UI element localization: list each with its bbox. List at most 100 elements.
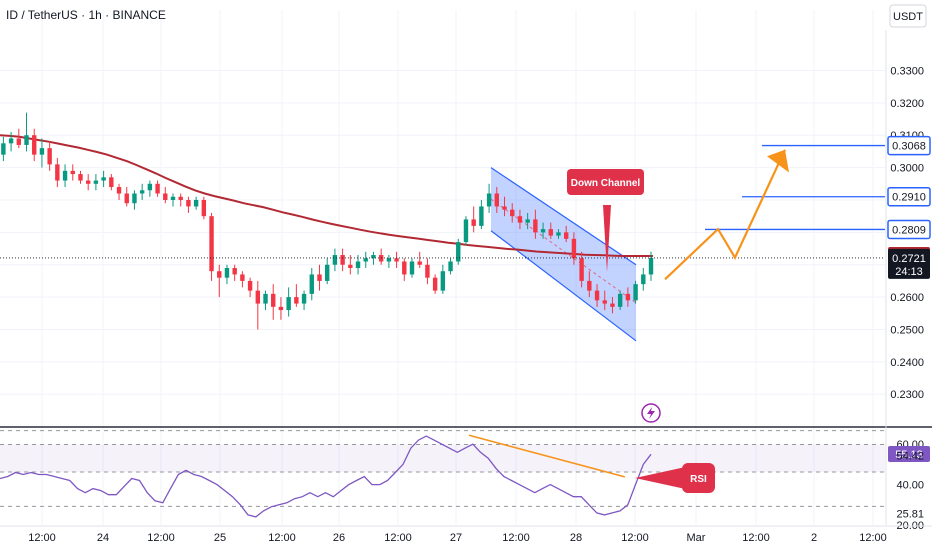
candle-body — [147, 183, 153, 191]
candle-body — [332, 255, 338, 265]
candle-body — [463, 219, 469, 243]
rsi-tick-label: 40.00 — [896, 480, 924, 492]
rsi-value-tag — [888, 446, 930, 463]
currency-label: USDT — [893, 11, 923, 23]
price-tick-label: 0.2300 — [890, 389, 924, 401]
time-tick-label: 25 — [214, 532, 226, 544]
last-price-tag — [888, 248, 930, 279]
candle-body — [617, 293, 623, 307]
candle-body — [324, 264, 330, 281]
candle-body — [556, 232, 561, 236]
candle-body — [109, 177, 114, 188]
rsi-grid — [0, 430, 885, 507]
rsi-pointer — [635, 466, 690, 490]
projection-arrowhead — [767, 149, 789, 173]
candle-body — [209, 216, 214, 272]
price-axis[interactable]: 0.23000.24000.25000.26000.27000.28000.29… — [885, 30, 931, 532]
candle-body — [294, 297, 299, 304]
candle-body — [32, 135, 37, 155]
candle-body — [178, 196, 183, 200]
candle-body — [101, 177, 106, 181]
projection-line — [664, 149, 786, 281]
price-tick-label: 0.2600 — [890, 292, 924, 304]
price-tick-label: 0.2500 — [890, 324, 924, 336]
candle-body — [155, 183, 160, 194]
level-tag — [887, 186, 931, 207]
time-tick-label: 12:00 — [384, 532, 412, 544]
candle-body — [24, 135, 29, 145]
time-axis[interactable]: 12:00 24 12:00 25 12:00 26 12:00 27 12:00 28 12:00… — [0, 525, 932, 544]
candle-body — [255, 290, 261, 304]
down-channel-pointer — [603, 205, 611, 272]
candle-body — [132, 193, 137, 204]
time-tick-label: 2 — [811, 532, 817, 544]
candle-body — [217, 271, 222, 278]
candle-body — [62, 170, 68, 181]
candle-body — [247, 280, 253, 291]
candle-body — [517, 216, 523, 223]
price-tick-label: 0.2400 — [890, 357, 924, 369]
candle-body — [587, 280, 592, 291]
time-tick-label: Mar — [687, 532, 706, 544]
candle-body — [201, 199, 207, 217]
candle-body — [502, 206, 507, 210]
channel-upper — [490, 167, 637, 266]
candle-body — [386, 258, 392, 262]
candle-body — [486, 193, 492, 207]
candle-body — [425, 264, 430, 278]
candle-body — [193, 199, 199, 207]
rsi-label: RSI — [690, 474, 707, 485]
candle-body — [263, 293, 268, 304]
candle-body — [479, 206, 484, 226]
projection-path — [664, 149, 789, 281]
candle-body — [55, 164, 60, 181]
candle-body — [510, 209, 515, 217]
candle-body — [1, 143, 6, 155]
currency-badge[interactable]: USDT — [889, 4, 927, 28]
candle-body — [116, 187, 122, 194]
time-tick-label: 12:00 — [859, 532, 887, 544]
rsi-tick-label: 25.81 — [896, 508, 924, 520]
rsi-pane — [0, 434, 652, 518]
level-tag-label: 0.2910 — [892, 192, 926, 204]
candle-body — [224, 267, 230, 278]
candle-body — [93, 180, 99, 184]
candle-body — [47, 148, 52, 165]
rsi-band-fill — [0, 444, 885, 473]
candle-body — [355, 261, 361, 268]
last-price-tag-label: 0.2721 — [892, 253, 926, 265]
candle-body — [579, 258, 584, 281]
time-tick-label: 26 — [333, 532, 345, 544]
candle-body — [625, 293, 631, 301]
lightning-icon-glyph — [647, 407, 655, 419]
candle-body — [39, 148, 45, 155]
candle-body — [309, 274, 314, 294]
candle-body — [163, 193, 168, 200]
candle-body — [471, 219, 476, 226]
candle-body — [271, 293, 276, 307]
candle-body — [563, 232, 569, 239]
time-tick-label: 12:00 — [28, 532, 56, 544]
down-channel-label-bg — [567, 169, 644, 195]
candle-body — [440, 271, 446, 291]
level-lines — [0, 144, 885, 259]
candle-body — [85, 180, 91, 184]
candle-body — [186, 199, 191, 207]
level-tag — [887, 135, 931, 156]
time-tick-label: 24 — [97, 532, 109, 544]
candle-body — [602, 300, 607, 304]
candle-body — [70, 170, 75, 175]
candle-body — [348, 264, 353, 268]
candle-body — [78, 174, 83, 181]
rsi-line — [0, 435, 652, 518]
candle-body — [170, 196, 176, 200]
candle-body — [8, 138, 14, 144]
candle-body — [340, 255, 345, 265]
candle-body — [363, 258, 368, 262]
candle-body — [417, 261, 422, 265]
candle-body — [525, 219, 530, 223]
candle-body — [540, 229, 546, 233]
time-tick-label: 12:00 — [147, 532, 175, 544]
